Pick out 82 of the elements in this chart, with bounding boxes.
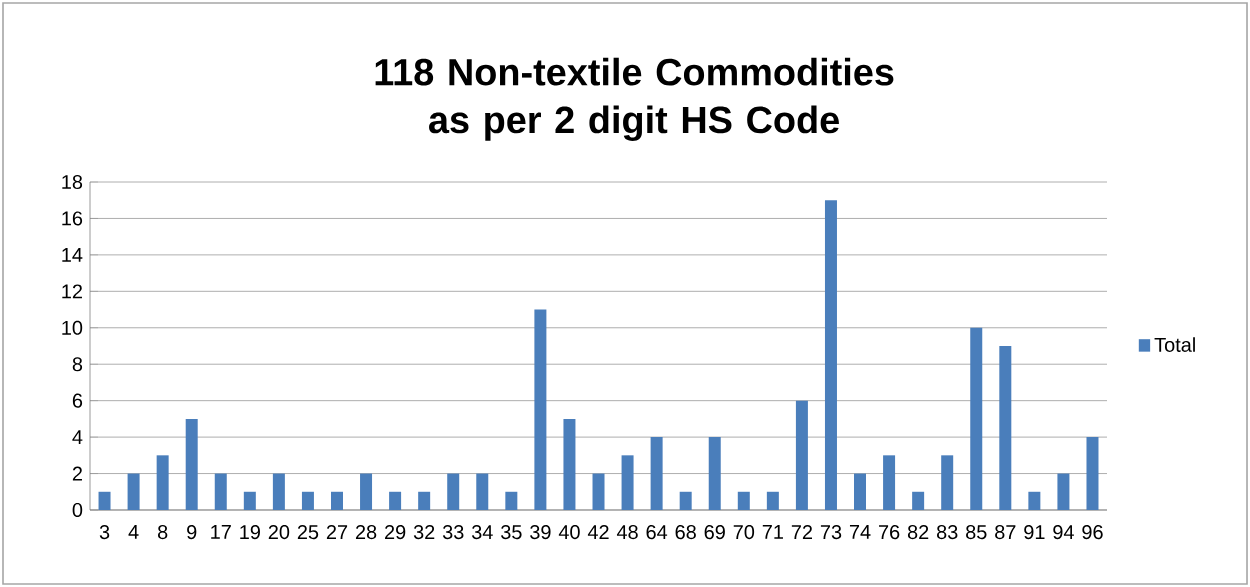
x-tick-label: 40 — [558, 525, 580, 540]
x-tick-label: 27 — [326, 525, 348, 539]
y-tick-label: 14 — [62, 248, 83, 262]
x-tick-label: 69 — [704, 525, 725, 540]
y-tick-label: 4 — [72, 430, 83, 444]
bar — [360, 473, 373, 510]
bar — [999, 346, 1012, 510]
bar — [447, 473, 460, 510]
x-tick-label: 34 — [471, 525, 493, 540]
x-tick-label: 64 — [646, 525, 668, 540]
y-tick-label: 12 — [62, 284, 82, 299]
bar — [708, 437, 721, 510]
x-tick-label: 74 — [849, 525, 871, 539]
x-tick-label: 3 — [99, 525, 110, 540]
bar — [650, 437, 663, 510]
bar — [1057, 473, 1070, 510]
x-tick-label: 28 — [355, 525, 377, 540]
x-tick-label: 25 — [297, 525, 319, 540]
bar — [389, 491, 402, 510]
chart-title: 118 Non-textile Commodities as per 2 digit HS Code — [375, 57, 894, 142]
bar — [1086, 437, 1099, 510]
x-tick-label: 87 — [995, 525, 1016, 540]
bar — [883, 455, 896, 510]
x-tick-label: 33 — [442, 525, 464, 540]
x-tick-label: 82 — [907, 525, 929, 540]
x-tick-label: 39 — [530, 525, 551, 540]
x-tick-label: 96 — [1082, 525, 1103, 540]
x-tick-label: 19 — [240, 525, 260, 540]
x-tick-label: 68 — [675, 525, 696, 540]
x-tick-label: 71 — [762, 525, 783, 539]
bar — [563, 418, 576, 510]
bar — [766, 491, 779, 510]
x-tick-label: 70 — [733, 525, 755, 540]
x-tick-label: 91 — [1024, 525, 1045, 540]
x-tick-label: 94 — [1053, 525, 1074, 540]
bar — [1028, 491, 1041, 510]
x-tick-label: 35 — [501, 525, 522, 540]
bar — [737, 491, 750, 510]
x-tick-label: 83 — [936, 525, 958, 540]
y-tick-label: 0 — [72, 502, 83, 518]
bar — [970, 327, 983, 510]
y-tick-label: 18 — [62, 174, 83, 190]
x-tick-label: 48 — [616, 525, 638, 540]
bar — [505, 491, 518, 510]
bar — [127, 473, 140, 510]
bar — [912, 491, 925, 510]
y-tick-label: 10 — [62, 320, 83, 335]
y-tick-label: 6 — [72, 393, 83, 408]
x-tick-label: 17 — [211, 525, 231, 539]
bar — [621, 455, 634, 510]
bar — [156, 455, 169, 510]
legend-label: Total — [1154, 337, 1195, 352]
y-tick-label: 8 — [72, 357, 83, 372]
x-tick-label: 20 — [268, 525, 290, 540]
bar — [185, 418, 198, 510]
bar — [301, 491, 314, 510]
bar — [330, 491, 343, 510]
bar — [534, 309, 547, 510]
x-tick-label: 9 — [187, 525, 197, 540]
x-tick-label: 32 — [413, 525, 435, 540]
bar — [824, 200, 837, 510]
bar — [214, 473, 227, 510]
bar — [592, 473, 605, 510]
bar — [854, 473, 867, 510]
bar — [272, 473, 285, 510]
y-tick-label: 2 — [72, 466, 82, 481]
bar — [418, 491, 431, 510]
bar — [941, 455, 954, 510]
x-tick-label: 76 — [879, 525, 900, 540]
x-tick-label: 29 — [385, 525, 406, 540]
x-tick-label: 4 — [128, 525, 139, 539]
bar — [679, 491, 692, 510]
y-tick-label: 16 — [62, 211, 83, 226]
x-tick-label: 85 — [966, 525, 987, 540]
bar — [476, 473, 489, 510]
x-tick-label: 8 — [157, 525, 168, 540]
x-tick-label: 73 — [820, 525, 842, 540]
x-tick-label: 42 — [587, 525, 609, 539]
bar — [243, 491, 256, 510]
bar — [795, 400, 808, 510]
x-tick-label: 72 — [791, 525, 812, 539]
bar — [98, 491, 111, 510]
